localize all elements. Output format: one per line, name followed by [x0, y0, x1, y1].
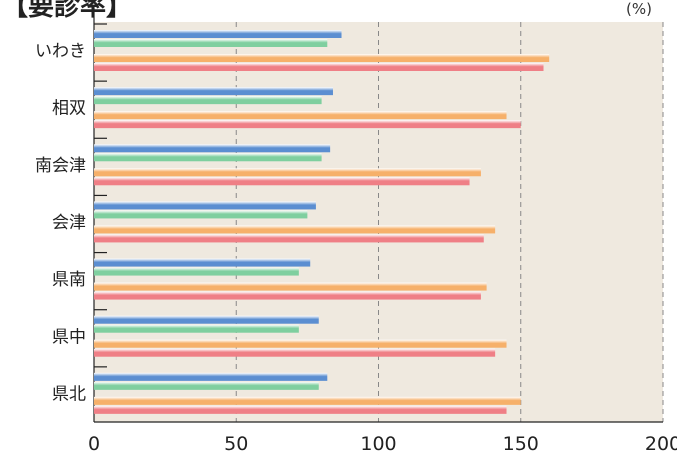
x-tick-label: 100: [360, 433, 396, 454]
bar: [94, 348, 496, 357]
bar: [94, 153, 322, 162]
bar: [94, 234, 484, 243]
bar: [94, 282, 487, 291]
category-label: 会津: [52, 213, 86, 233]
category-label: 南会津: [35, 156, 86, 176]
chart-title: 【要診率】: [2, 0, 133, 22]
bar: [94, 225, 496, 234]
bar: [94, 177, 470, 186]
bar: [94, 168, 481, 177]
category-label: いわき: [35, 42, 86, 62]
bar: [94, 63, 544, 71]
x-tick-label: 0: [88, 433, 100, 454]
bar: [94, 324, 299, 333]
bar: [94, 315, 319, 324]
bar: [94, 96, 322, 105]
x-tick-label: 200: [645, 433, 677, 454]
bar: [94, 201, 316, 210]
bar: [94, 39, 328, 47]
bar: [94, 267, 299, 276]
category-label: 県中: [52, 327, 86, 347]
bar: [94, 372, 328, 381]
category-label: 県北: [52, 384, 86, 404]
bar: [94, 291, 481, 300]
bar: [94, 396, 521, 405]
x-tick-label: 50: [224, 433, 248, 454]
bar: [94, 339, 507, 348]
bar: [94, 120, 521, 129]
category-label: 県南: [52, 270, 86, 290]
bar: [94, 258, 311, 267]
bar: [94, 87, 333, 96]
bar: [94, 405, 507, 414]
category-label: 相双: [52, 99, 86, 119]
bar: [94, 381, 319, 390]
bar: [94, 54, 550, 62]
bar: [94, 30, 342, 38]
x-tick-label: 150: [503, 433, 539, 454]
bar: [94, 144, 331, 153]
bar: [94, 210, 308, 219]
unit-label: (%): [626, 0, 652, 18]
bar: [94, 111, 507, 120]
